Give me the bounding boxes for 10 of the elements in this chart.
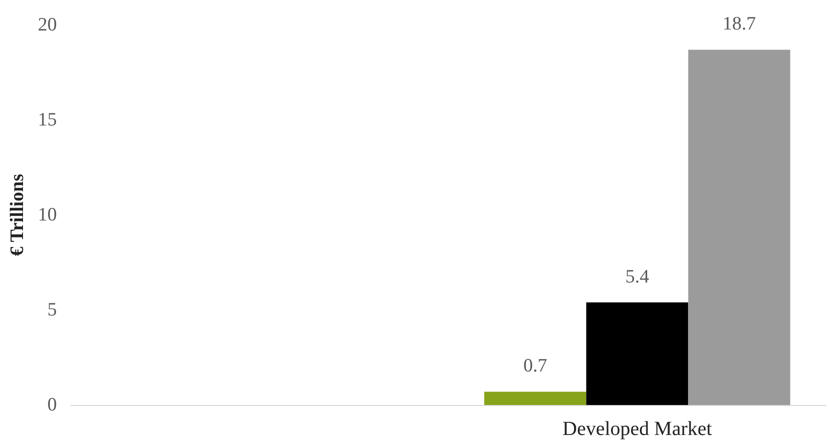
y-tick-label: 0 xyxy=(47,394,57,416)
y-tick-label: 20 xyxy=(38,14,57,36)
x-tick-label: Developed Market xyxy=(562,418,712,440)
y-tick-label: 15 xyxy=(38,110,57,130)
y-tick-label: 10 xyxy=(38,204,57,226)
y-tick-label: 5 xyxy=(47,300,57,320)
data-label: 5.4 xyxy=(625,266,650,288)
y-axis-title: € Trillions xyxy=(7,174,28,256)
data-label: 18.7 xyxy=(722,14,756,35)
data-label: 0.7 xyxy=(523,356,548,377)
